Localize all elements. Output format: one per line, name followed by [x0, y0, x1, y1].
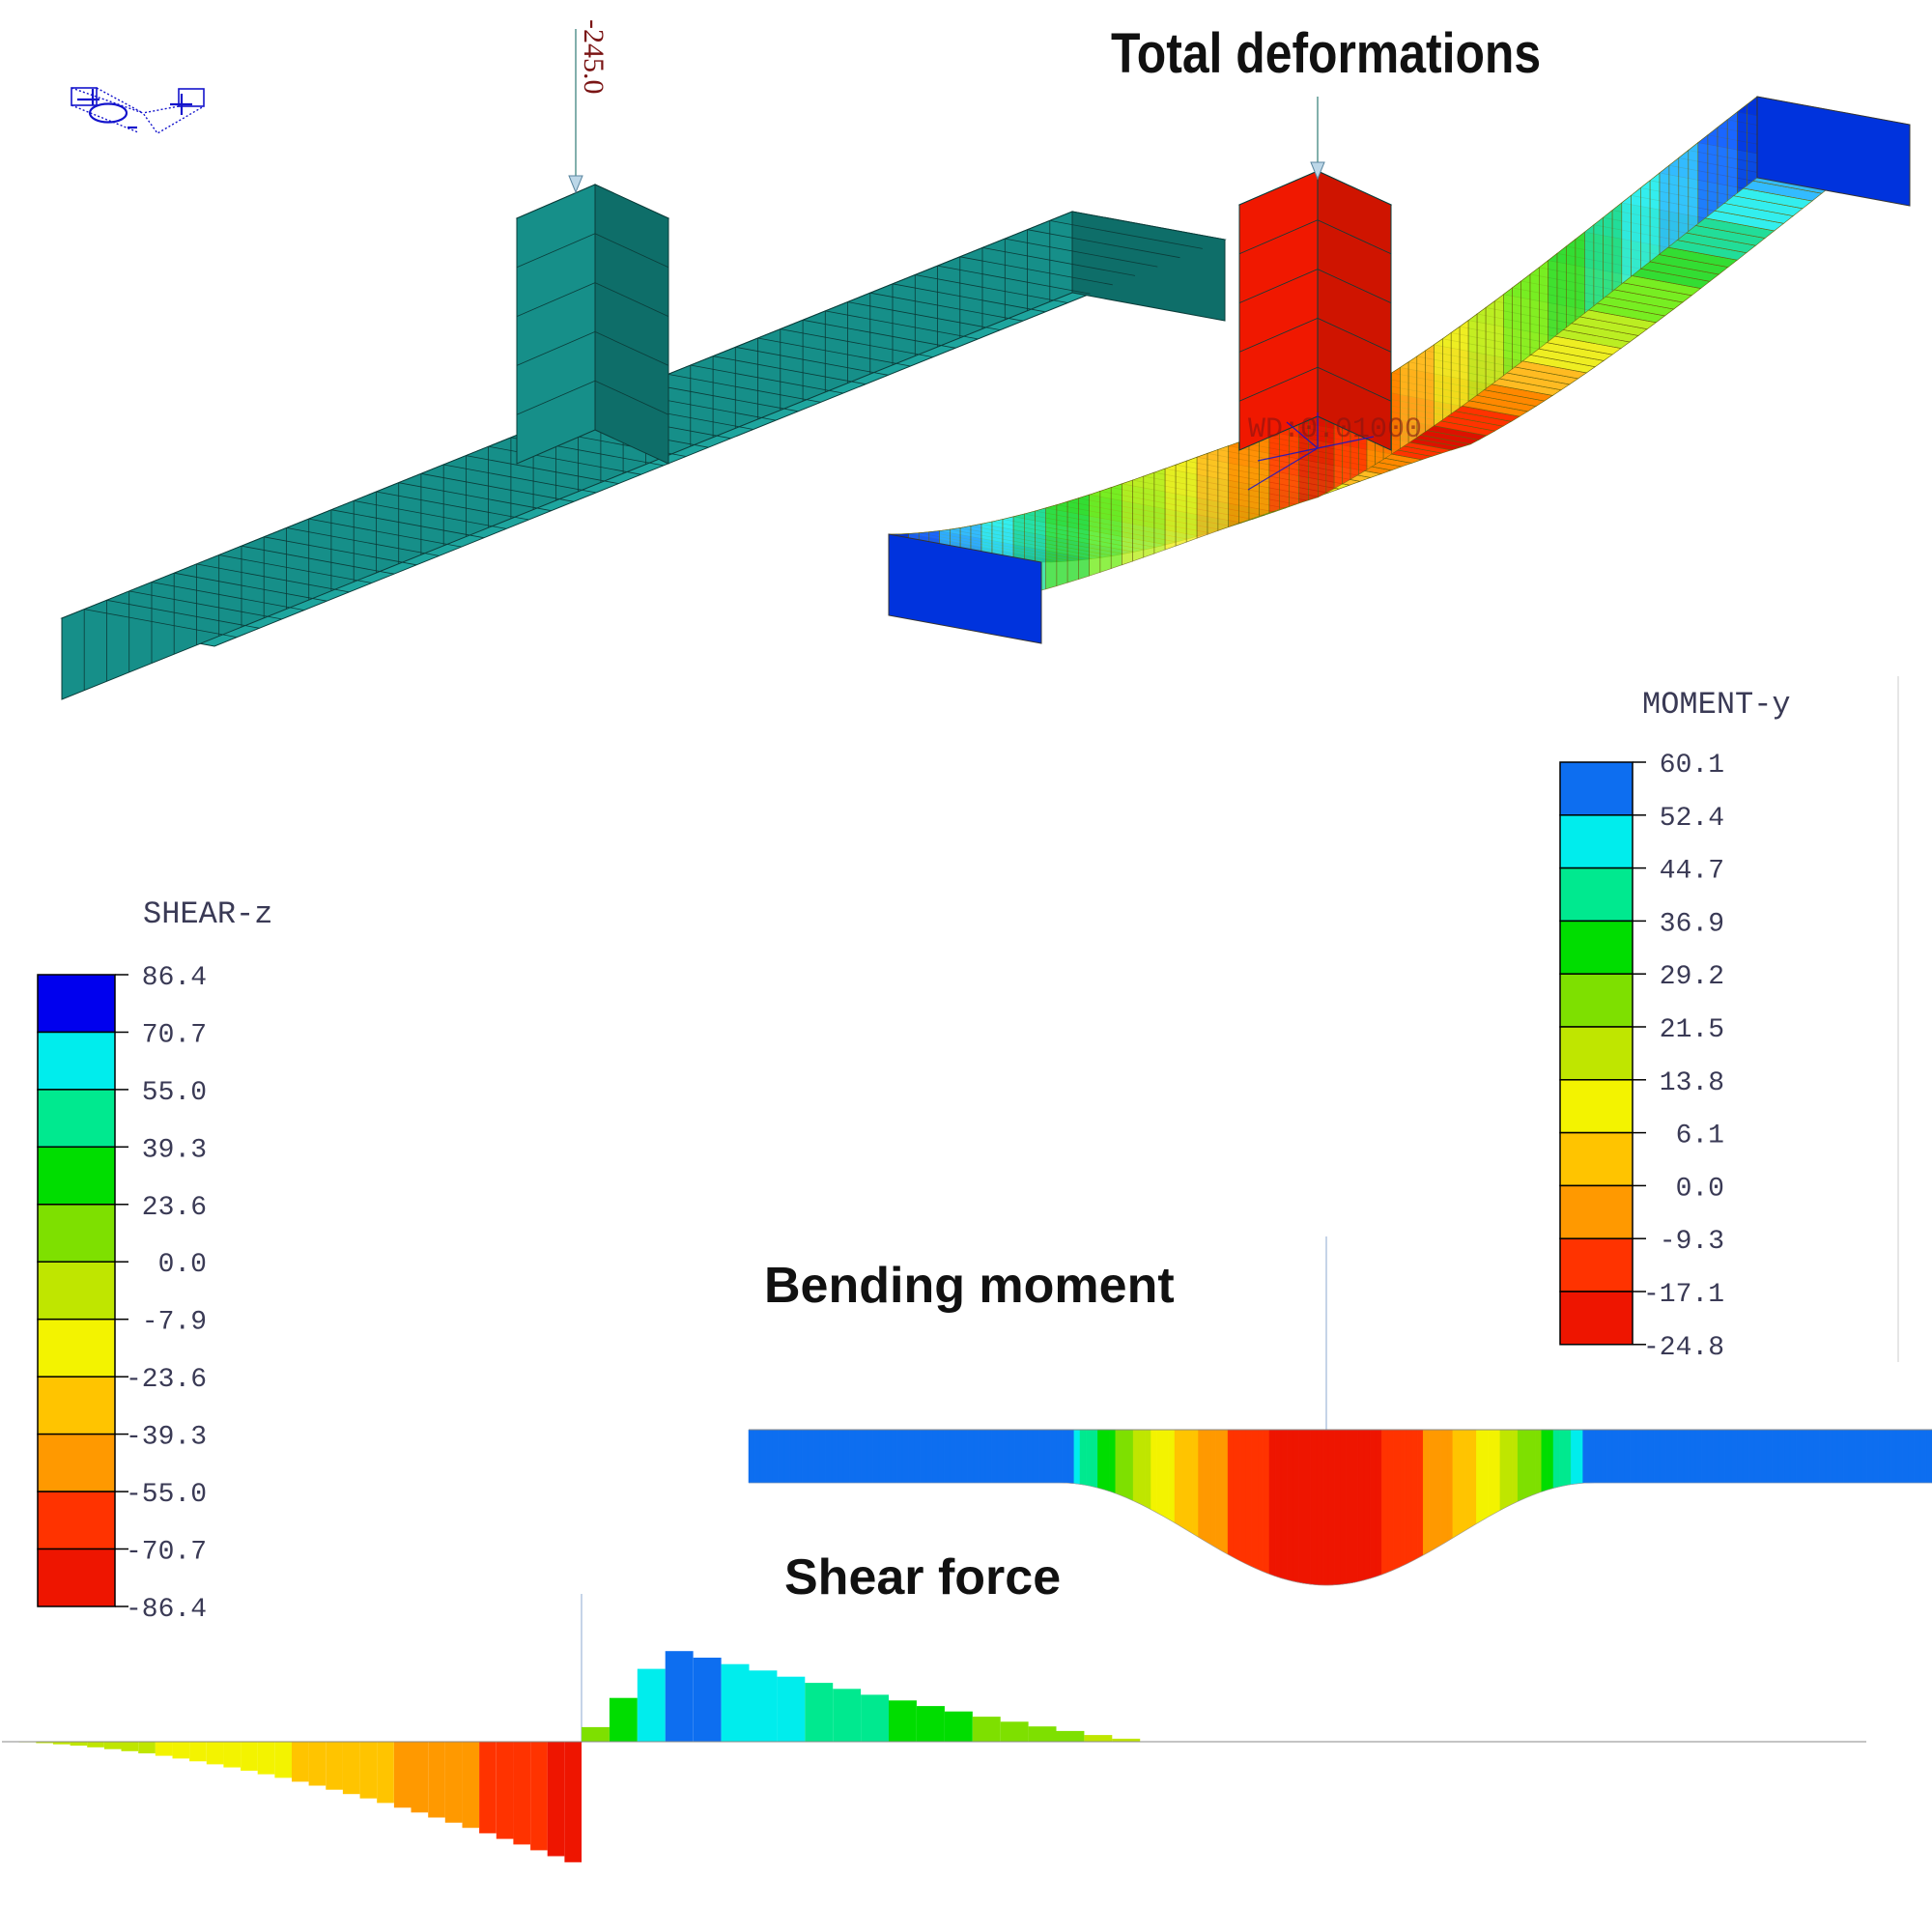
svg-text:-39.3: -39.3 — [126, 1423, 207, 1453]
svg-text:70.7: 70.7 — [142, 1021, 207, 1051]
svg-text:-86.4: -86.4 — [126, 1595, 207, 1625]
svg-text:-7.9: -7.9 — [142, 1308, 207, 1338]
svg-text:39.3: 39.3 — [142, 1135, 207, 1165]
svg-text:MOMENT-y: MOMENT-y — [1642, 687, 1791, 723]
svg-text:52.4: 52.4 — [1660, 804, 1724, 834]
svg-text:60.1: 60.1 — [1660, 751, 1724, 781]
svg-text:29.2: 29.2 — [1660, 962, 1724, 992]
svg-text:Total deformations: Total deformations — [1111, 23, 1541, 85]
svg-text:36.9: 36.9 — [1660, 909, 1724, 939]
svg-text:55.0: 55.0 — [142, 1078, 207, 1108]
svg-text:-17.1: -17.1 — [1643, 1280, 1724, 1310]
svg-text:-70.7: -70.7 — [126, 1538, 207, 1568]
svg-text:-55.0: -55.0 — [126, 1480, 207, 1510]
svg-text:86.4: 86.4 — [142, 963, 207, 993]
svg-text:-24.8: -24.8 — [1643, 1333, 1724, 1363]
svg-text:6.1: 6.1 — [1676, 1122, 1724, 1151]
svg-text:13.8: 13.8 — [1660, 1068, 1724, 1098]
svg-text:SHEAR-z: SHEAR-z — [143, 896, 272, 932]
svg-text:-245.0: -245.0 — [578, 19, 610, 95]
svg-text:-9.3: -9.3 — [1660, 1227, 1724, 1257]
svg-text:0.0: 0.0 — [1676, 1174, 1724, 1204]
svg-text:23.6: 23.6 — [142, 1193, 207, 1223]
svg-text:0.0: 0.0 — [158, 1250, 207, 1280]
svg-text:WD:0.01000: WD:0.01000 — [1248, 413, 1422, 446]
svg-text:Shear force: Shear force — [784, 1549, 1061, 1605]
svg-text:-23.6: -23.6 — [126, 1365, 207, 1395]
svg-text:44.7: 44.7 — [1660, 857, 1724, 887]
svg-text:21.5: 21.5 — [1660, 1015, 1724, 1045]
svg-text:Bending moment: Bending moment — [764, 1258, 1175, 1314]
